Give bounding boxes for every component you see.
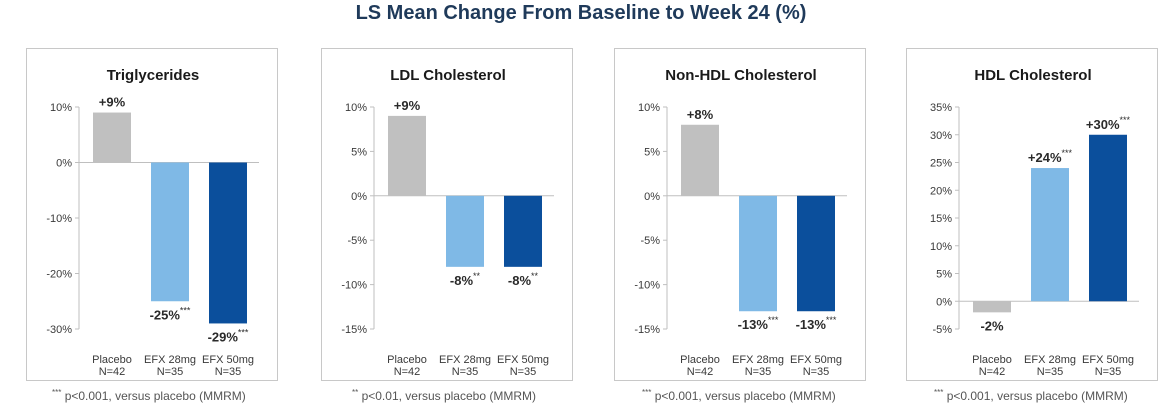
data-label: +24%*** bbox=[1028, 148, 1073, 165]
category-label: Placebo N=42 bbox=[387, 354, 427, 378]
y-tick-label: 20% bbox=[930, 185, 952, 197]
triglycerides-chart: Triglycerides 10% 0% -10% -20% -30% +9% Placebo… bbox=[46, 67, 259, 378]
bar bbox=[93, 112, 131, 163]
data-label: -13%*** bbox=[796, 315, 837, 332]
category-label: Placebo N=42 bbox=[92, 354, 132, 378]
footnote-marker: ** bbox=[352, 388, 359, 397]
bar bbox=[388, 115, 426, 196]
non-hdl-cholesterol-chart-panel: Non-HDL Cholesterol 10% 5% 0% -5% -10% -15% +8%… bbox=[614, 48, 866, 381]
y-tick-label: -15% bbox=[341, 324, 367, 336]
bar bbox=[446, 195, 484, 267]
bar bbox=[1031, 168, 1069, 302]
bar bbox=[151, 162, 189, 302]
footnote-text: p<0.001, versus placebo (MMRM) bbox=[946, 389, 1128, 403]
data-label: -13%*** bbox=[738, 315, 779, 332]
category-label: EFX 28mg N=35 bbox=[1024, 354, 1076, 378]
y-tick-label: 5% bbox=[936, 269, 952, 281]
y-tick-label: 10% bbox=[345, 102, 367, 114]
y-tick-label: 0% bbox=[644, 191, 660, 203]
bar bbox=[209, 162, 247, 324]
chart-title: Non-HDL Cholesterol bbox=[665, 67, 816, 84]
y-tick-label: -10% bbox=[341, 280, 367, 292]
footnote-triglycerides: *** p<0.001, versus placebo (MMRM) bbox=[52, 388, 246, 403]
y-tick-label: 10% bbox=[638, 102, 660, 114]
category-label: Placebo N=42 bbox=[680, 354, 720, 378]
footnote-ldl: ** p<0.01, versus placebo (MMRM) bbox=[352, 388, 536, 403]
y-tick-label: -10% bbox=[46, 213, 72, 225]
ldl-cholesterol-chart: LDL Cholesterol 10% 5% 0% -5% -10% -15% +9% Plac… bbox=[341, 67, 554, 378]
bar bbox=[504, 195, 542, 267]
y-tick-label: 5% bbox=[644, 146, 660, 158]
category-label: EFX 28mg N=35 bbox=[732, 354, 784, 378]
y-tick-label: -5% bbox=[640, 235, 660, 247]
triglycerides-chart-panel: Triglycerides 10% 0% -10% -20% -30% +9% Placebo… bbox=[26, 48, 278, 381]
category-label: EFX 50mg N=35 bbox=[790, 354, 842, 378]
footnote-marker: *** bbox=[52, 388, 62, 397]
page-title: LS Mean Change From Baseline to Week 24 … bbox=[355, 2, 807, 24]
data-label: +8% bbox=[687, 107, 714, 122]
y-tick-label: 0% bbox=[56, 158, 72, 170]
category-label: EFX 50mg N=35 bbox=[202, 354, 254, 378]
ldl-cholesterol-chart-panel: LDL Cholesterol 10% 5% 0% -5% -10% -15% +9% Plac… bbox=[321, 48, 573, 381]
data-label: +9% bbox=[394, 98, 421, 113]
bar bbox=[739, 195, 777, 312]
y-tick-label: 10% bbox=[930, 241, 952, 253]
y-tick-label: -10% bbox=[634, 280, 660, 292]
footnote-marker: *** bbox=[934, 388, 944, 397]
y-tick-label: -30% bbox=[46, 324, 72, 336]
y-tick-label: -5% bbox=[932, 324, 952, 336]
category-label: Placebo N=42 bbox=[972, 354, 1012, 378]
bar bbox=[973, 301, 1011, 313]
category-label: EFX 50mg N=35 bbox=[1082, 354, 1134, 378]
bar bbox=[1089, 134, 1127, 302]
hdl-cholesterol-chart: HDL Cholesterol 35% 30% 25% 20% 15% 10% 5% 0% -5%… bbox=[930, 67, 1139, 378]
data-label: -25%*** bbox=[150, 305, 191, 322]
y-tick-label: 10% bbox=[50, 102, 72, 114]
data-label: -2% bbox=[980, 318, 1004, 333]
data-label: -8%** bbox=[450, 271, 481, 288]
footnote-text: p<0.001, versus placebo (MMRM) bbox=[64, 389, 246, 403]
data-label: -8%** bbox=[508, 271, 539, 288]
chart-title: Triglycerides bbox=[107, 67, 200, 84]
y-tick-label: 35% bbox=[930, 102, 952, 114]
footnote-hdl: *** p<0.001, versus placebo (MMRM) bbox=[934, 388, 1128, 403]
data-label: +9% bbox=[99, 95, 126, 110]
chart-title: HDL Cholesterol bbox=[974, 67, 1091, 84]
category-label: EFX 50mg N=35 bbox=[497, 354, 549, 378]
non-hdl-cholesterol-chart: Non-HDL Cholesterol 10% 5% 0% -5% -10% -15% +8%… bbox=[634, 67, 847, 378]
footnote-marker: *** bbox=[642, 388, 652, 397]
hdl-cholesterol-chart-panel: HDL Cholesterol 35% 30% 25% 20% 15% 10% 5% 0% -5%… bbox=[906, 48, 1158, 381]
y-tick-label: 0% bbox=[936, 296, 952, 308]
bar bbox=[681, 124, 719, 196]
y-tick-label: 0% bbox=[351, 191, 367, 203]
y-tick-label: 15% bbox=[930, 213, 952, 225]
category-label: EFX 28mg N=35 bbox=[144, 354, 196, 378]
footnote-text: p<0.01, versus placebo (MMRM) bbox=[361, 389, 536, 403]
y-tick-label: -5% bbox=[347, 235, 367, 247]
y-tick-label: -20% bbox=[46, 269, 72, 281]
footnote-non-hdl: *** p<0.001, versus placebo (MMRM) bbox=[642, 388, 836, 403]
footnote-text: p<0.001, versus placebo (MMRM) bbox=[654, 389, 836, 403]
data-label: +30%*** bbox=[1086, 115, 1131, 132]
category-label: EFX 28mg N=35 bbox=[439, 354, 491, 378]
y-tick-label: 5% bbox=[351, 146, 367, 158]
y-tick-label: 25% bbox=[930, 158, 952, 170]
data-label: -29%*** bbox=[208, 327, 249, 344]
chart-title: LDL Cholesterol bbox=[390, 67, 506, 84]
bar bbox=[797, 195, 835, 312]
y-tick-label: 30% bbox=[930, 130, 952, 142]
y-tick-label: -15% bbox=[634, 324, 660, 336]
